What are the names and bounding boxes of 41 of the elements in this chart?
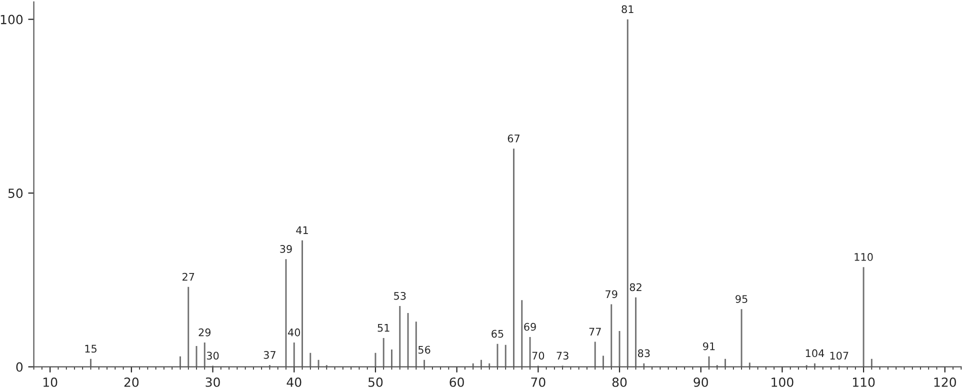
- annotation: 91: [703, 342, 715, 350]
- annotation: 69: [524, 322, 536, 331]
- annotation: 79: [606, 290, 618, 298]
- annotation: 41: [296, 226, 308, 234]
- annotation: 81: [622, 5, 634, 14]
- annotation: 107: [830, 352, 848, 360]
- annotation: 70: [532, 352, 544, 360]
- annotation: 110: [854, 253, 873, 261]
- x-tick-label: 80: [612, 377, 627, 387]
- annotation: 95: [736, 295, 748, 303]
- x-tick-label: 10: [44, 377, 58, 387]
- annotation: 27: [182, 272, 194, 281]
- annotation: 39: [280, 245, 292, 253]
- annotation: 65: [492, 330, 504, 338]
- annotation: 15: [85, 344, 96, 353]
- annotation: 83: [638, 349, 650, 358]
- x-tick-label: 30: [206, 377, 220, 387]
- annotation: 56: [418, 346, 430, 354]
- annotation: 73: [556, 352, 568, 360]
- x-tick-label: 70: [531, 377, 546, 387]
- annotation: 53: [394, 292, 406, 300]
- annotation: 77: [589, 328, 601, 336]
- x-tick-label: 120: [934, 377, 956, 387]
- y-tick-label: 100: [0, 14, 23, 24]
- x-tick-label: 110: [852, 377, 875, 387]
- y-tick-label: 50: [8, 188, 23, 198]
- x-tick-label: 90: [694, 377, 708, 387]
- x-tick-label: 20: [124, 377, 139, 387]
- annotation: 40: [288, 328, 300, 336]
- annotation: 37: [264, 351, 276, 359]
- x-tick-label: 60: [450, 377, 464, 387]
- annotation: 82: [630, 283, 642, 292]
- annotation: 51: [378, 324, 390, 332]
- annotation: 67: [508, 134, 520, 142]
- annotation: 30: [206, 352, 219, 360]
- annotation: 104: [806, 349, 824, 358]
- x-tick-label: 40: [286, 377, 302, 387]
- annotation: 29: [198, 328, 211, 336]
- x-tick-label: 100: [772, 377, 794, 387]
- y-tick-label: 0: [16, 362, 23, 372]
- x-tick-label: 50: [368, 377, 383, 387]
